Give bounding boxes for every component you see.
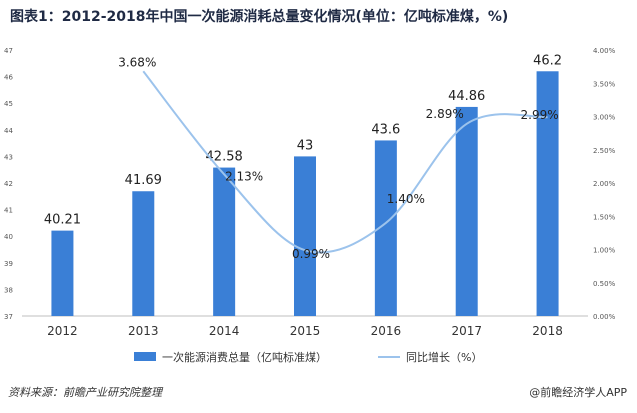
bar-value-label: 42.58: [206, 150, 243, 165]
y-left-tick-label: 43: [4, 153, 13, 161]
bar-value-label: 44.86: [448, 89, 485, 104]
y-right-tick-label: 4.00%: [593, 47, 616, 55]
y-right-tick-label: 0.50%: [593, 280, 616, 288]
y-left-tick-label: 47: [4, 47, 13, 55]
y-left-tick-label: 46: [4, 74, 13, 82]
y-left-tick-label: 38: [4, 286, 13, 294]
growth-line: [142, 70, 548, 254]
y-left-tick-label: 44: [4, 127, 13, 135]
y-left-tick-label: 39: [4, 260, 13, 268]
bar-value-label: 46.2: [533, 53, 562, 68]
y-left-tick-label: 41: [4, 207, 13, 215]
y-left-tick-label: 40: [4, 233, 13, 241]
y-right-tick-label: 0.00%: [593, 313, 616, 321]
bar-value-label: 43: [297, 138, 314, 153]
bar-value-label: 41.69: [125, 173, 162, 188]
bar-2016: [374, 140, 397, 316]
line-value-label: 3.68%: [118, 55, 156, 69]
chart-area: 37 38 39 40 41 42 43 44 45 46 47 0.00% 0.50% 1.00% 1.5…: [0, 38, 637, 373]
bar-2013: [132, 191, 155, 316]
line-value-label: 2.89%: [426, 107, 464, 121]
x-tick-label: 2014: [209, 324, 240, 338]
credit-label: @前瞻经济学人APP: [529, 386, 627, 399]
x-tick-label: 2012: [47, 324, 78, 338]
y-right-tick-label: 1.50%: [593, 213, 616, 221]
bar-2015: [294, 156, 316, 316]
bar-2017: [455, 106, 478, 316]
y-right-tick-label: 1.00%: [593, 247, 616, 255]
line-value-label: 2.99%: [521, 108, 559, 122]
x-tick-label: 2013: [128, 324, 159, 338]
y-right-tick-label: 2.50%: [593, 147, 616, 155]
y-right-tick-label: 3.50%: [593, 80, 616, 88]
line-value-label: 1.40%: [387, 192, 425, 206]
x-tick-label: 2017: [451, 324, 482, 338]
line-value-label: 0.99%: [292, 247, 330, 261]
x-tick-label: 2015: [290, 324, 321, 338]
combo-chart: 37 38 39 40 41 42 43 44 45 46 47 0.00% 0.50% 1.00% 1.5…: [4, 47, 616, 364]
bar-value-label: 43.6: [371, 122, 400, 137]
legend-line-label: 同比增长（%）: [406, 350, 482, 364]
y-left-tick-label: 42: [4, 180, 13, 188]
x-tick-label: 2018: [532, 324, 563, 338]
legend-bar-label: 一次能源消费总量（亿吨标准煤）: [162, 350, 327, 364]
chart-title: 图表1：2012-2018年中国一次能源消耗总量变化情况(单位：亿吨标准煤，%): [10, 9, 509, 25]
bar-2014: [213, 167, 236, 316]
bar-value-label: 40.21: [44, 213, 81, 228]
x-tick-label: 2016: [371, 324, 402, 338]
bar-2018: [536, 71, 559, 316]
y-right-tick-label: 3.00%: [593, 114, 616, 122]
line-value-label: 2.13%: [225, 169, 263, 183]
bar-2012: [51, 230, 74, 316]
y-right-tick-label: 2.00%: [593, 180, 616, 188]
y-left-tick-label: 37: [4, 313, 13, 321]
y-left-tick-label: 45: [4, 100, 13, 108]
source-note: 资料来源：前瞻产业研究院整理: [8, 386, 162, 399]
legend-bar-swatch: [134, 352, 156, 361]
